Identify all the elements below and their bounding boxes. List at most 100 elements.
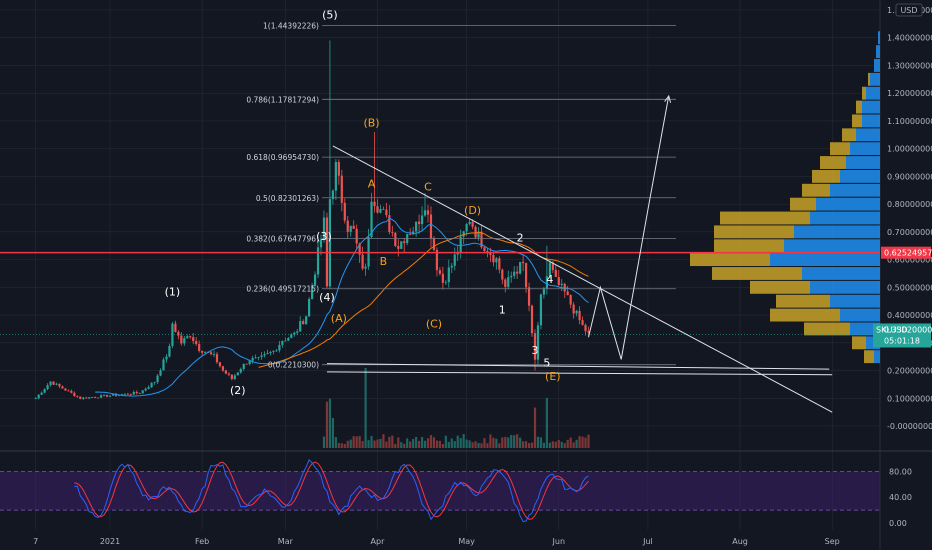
candle-body [483,247,486,252]
wave-label: (2) [230,384,246,397]
volume-bar [524,441,528,448]
resistance-price-label: 0.62524957 [884,249,932,258]
candle-body [224,370,228,374]
candle-body [144,388,147,391]
time-tick-label: Mar [278,537,294,546]
candle-body [519,261,522,274]
currency-badge[interactable] [895,3,923,17]
volume-bar [429,435,433,448]
candle-body [346,220,349,232]
candle-body [174,323,177,332]
candle-body [370,201,373,238]
volume-bar [468,440,471,448]
candle-body [379,209,382,213]
volume-profile-up [794,225,880,239]
candle-body [343,202,346,221]
volume-profile-up [802,267,880,280]
price-tick-label: 1.20000000 [887,89,932,98]
resistance-price-tag [881,246,931,259]
candle-body [204,352,207,353]
volume-bar [459,438,462,448]
wave-label: (4) [319,291,335,304]
current-symbol-label: SKLUSD [876,325,907,334]
volume-profile-up [870,72,880,86]
candle-body [415,221,418,232]
time-tick-label: Feb [195,537,209,546]
volume-bar [533,407,537,448]
volume-profile-up [830,294,880,308]
volume-bar [426,438,430,448]
volume-bar [355,436,358,448]
time-tick-label: Jul [642,537,653,546]
volume-bar [420,436,424,448]
candle-body [218,362,222,367]
wave-label: 1 [499,304,506,317]
volume-bar [435,440,439,448]
candle-body [242,363,245,369]
projection-path[interactable] [588,95,670,360]
candle-body [319,239,323,248]
wave-label: (3) [316,230,332,243]
candle-body [462,231,465,237]
candle-body [168,345,171,357]
candle-body [132,392,135,395]
volume-bar [566,439,569,448]
candle-body [209,352,213,355]
volume-bar [432,437,436,448]
candle-body [266,353,269,355]
candle-body [465,224,468,232]
wave-label: (5) [322,8,338,21]
volume-bar [447,441,450,448]
stoch-k-line [74,459,589,523]
candle-body [245,363,248,365]
time-axis[interactable]: 7 2021 Feb Mar Apr May Jun Jul Aug Sep [33,537,840,546]
trendlines[interactable] [0,94,880,413]
wave-label: 3 [531,344,538,357]
time-tick-label: Jun [552,537,566,546]
volume-profile-down [802,183,830,197]
candle-body [474,226,477,238]
candle-body [165,356,168,360]
volume-profile-down [770,308,840,322]
candle-body [192,337,195,342]
volume-bar [382,434,385,448]
candle-body [233,375,236,380]
volume-bar [492,437,495,448]
trendline[interactable] [332,145,833,413]
price-tick-label: 0.90000000 [887,172,932,181]
candle-body [85,397,88,399]
candle-body [566,291,569,296]
candle-body [227,373,230,375]
volume-profile-up [862,100,880,114]
candle-body [58,383,61,387]
trendline[interactable] [326,363,830,370]
volume-bar [486,443,489,448]
volume-profile-down [862,86,866,100]
candle-body [373,201,376,207]
fib-level-label: 0.5(0.82301263) [256,194,319,203]
volume-profile-up [866,86,880,100]
candle-body [97,397,100,399]
candle-body [37,394,40,399]
candle-body [367,237,370,267]
volume-bar [450,438,453,448]
wave-label: (1) [165,286,181,299]
candle-body [313,274,317,286]
candle-body [453,254,456,266]
volume-bar [438,440,441,448]
candle-body [272,350,275,352]
fib-level-label: 0.382(0.67647796) [246,234,319,243]
candle-body [403,241,406,244]
candle-body [584,324,587,332]
candle-body [501,269,504,280]
trendline[interactable] [326,371,833,376]
time-tick-label: 7 [33,537,38,546]
candle-body [215,354,219,363]
candle-body [548,262,551,277]
candle-body [34,398,37,400]
volume-profile [690,31,880,364]
fib-retracement[interactable]: 1(1.44392226) 0.786(1.17817294) 0.618(0.96… [246,22,676,370]
volume-bar [352,436,355,448]
volume-bar [334,437,337,448]
